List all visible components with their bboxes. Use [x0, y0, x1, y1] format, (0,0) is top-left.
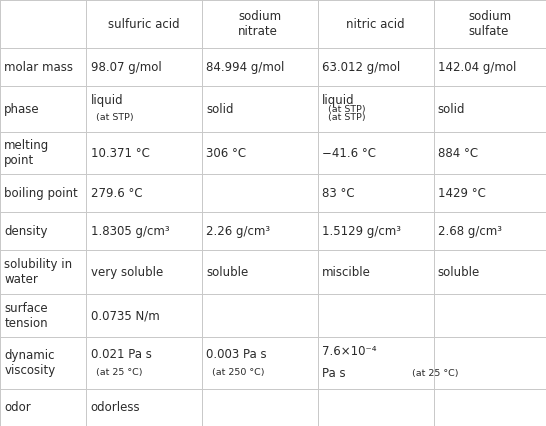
Text: 1.5129 g/cm³: 1.5129 g/cm³ — [322, 225, 401, 238]
Text: liquid: liquid — [322, 95, 355, 107]
Text: melting
point: melting point — [4, 139, 50, 167]
Text: nitric acid: nitric acid — [346, 17, 405, 31]
Text: liquid: liquid — [91, 95, 123, 107]
Text: sodium
nitrate: sodium nitrate — [239, 10, 281, 38]
Text: (at 250 °C): (at 250 °C) — [212, 368, 264, 377]
Text: sulfuric acid: sulfuric acid — [108, 17, 180, 31]
Text: phase: phase — [4, 103, 40, 116]
Text: soluble: soluble — [206, 265, 248, 279]
Text: 1429 °C: 1429 °C — [438, 187, 486, 199]
Text: surface
tension: surface tension — [4, 302, 48, 330]
Text: solubility in
water: solubility in water — [4, 258, 73, 286]
Text: dynamic
viscosity: dynamic viscosity — [4, 349, 56, 377]
Text: odor: odor — [4, 401, 31, 414]
Text: (at STP): (at STP) — [328, 113, 365, 122]
Text: solid: solid — [438, 103, 465, 116]
Text: 142.04 g/mol: 142.04 g/mol — [438, 60, 517, 74]
Text: 1.8305 g/cm³: 1.8305 g/cm³ — [91, 225, 169, 238]
Text: very soluble: very soluble — [91, 265, 163, 279]
Text: soluble: soluble — [438, 265, 480, 279]
Text: molar mass: molar mass — [4, 60, 73, 74]
Text: (at 25 °C): (at 25 °C) — [96, 368, 143, 377]
Text: 63.012 g/mol: 63.012 g/mol — [322, 60, 400, 74]
Text: 84.994 g/mol: 84.994 g/mol — [206, 60, 285, 74]
Text: 0.0735 N/m: 0.0735 N/m — [91, 309, 159, 322]
Text: density: density — [4, 225, 48, 238]
Text: 10.371 °C: 10.371 °C — [91, 147, 150, 159]
Text: 83 °C: 83 °C — [322, 187, 355, 199]
Text: 884 °C: 884 °C — [438, 147, 478, 159]
Text: (at 25 °C): (at 25 °C) — [406, 369, 458, 378]
Text: 98.07 g/mol: 98.07 g/mol — [91, 60, 162, 74]
Text: 0.021 Pa s: 0.021 Pa s — [91, 348, 151, 360]
Text: (at STP): (at STP) — [325, 105, 365, 114]
Text: 2.26 g/cm³: 2.26 g/cm³ — [206, 225, 270, 238]
Text: odorless: odorless — [91, 401, 140, 414]
Text: solid: solid — [206, 103, 234, 116]
Text: Pa s: Pa s — [322, 367, 346, 380]
Text: 2.68 g/cm³: 2.68 g/cm³ — [438, 225, 502, 238]
Text: sodium
sulfate: sodium sulfate — [468, 10, 511, 38]
Text: (at STP): (at STP) — [96, 113, 134, 122]
Text: 306 °C: 306 °C — [206, 147, 246, 159]
Text: miscible: miscible — [322, 265, 371, 279]
Text: 7.6×10⁻⁴: 7.6×10⁻⁴ — [322, 345, 377, 358]
Text: 0.003 Pa s: 0.003 Pa s — [206, 348, 267, 360]
Text: 279.6 °C: 279.6 °C — [91, 187, 143, 199]
Text: boiling point: boiling point — [4, 187, 78, 199]
Text: −41.6 °C: −41.6 °C — [322, 147, 376, 159]
